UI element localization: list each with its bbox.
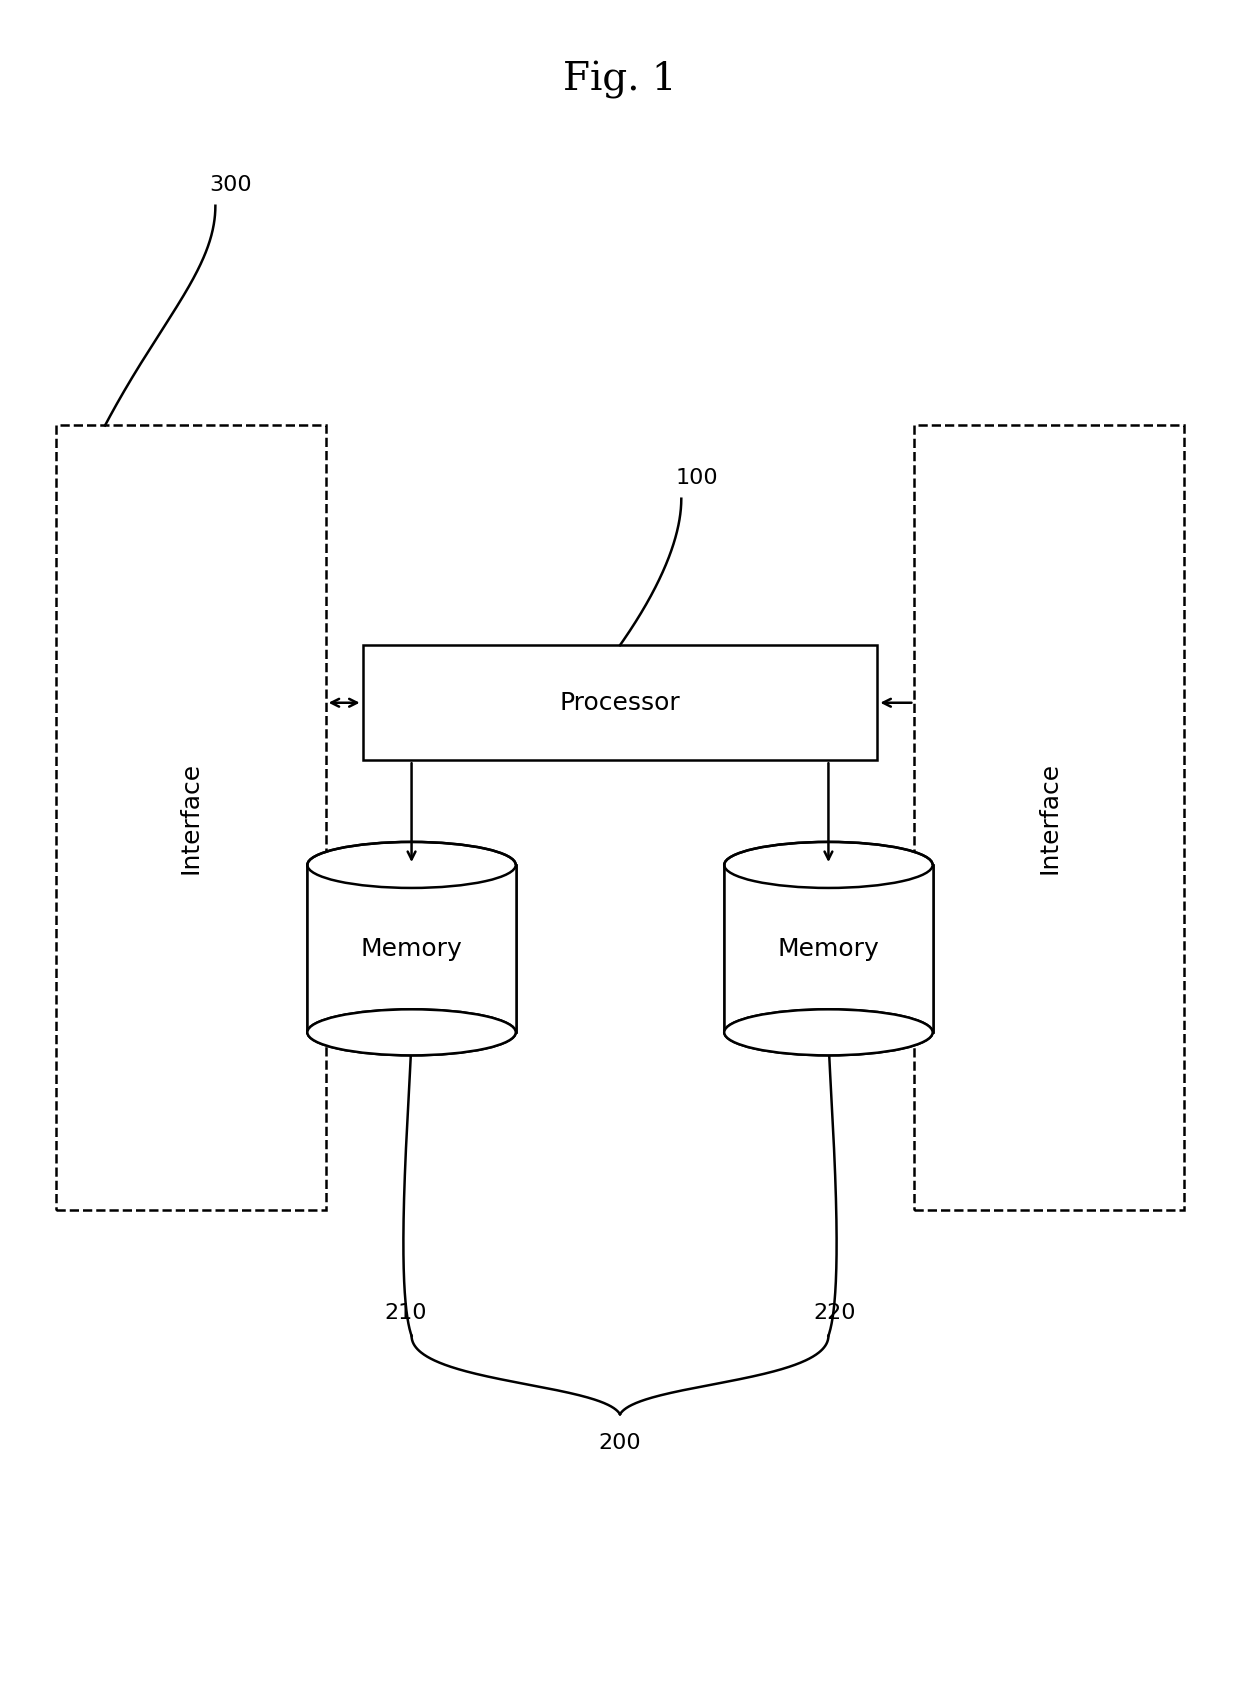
Bar [56,425,326,1210]
Text: Processor: Processor [559,690,681,714]
Ellipse shape [308,1009,516,1055]
Text: 300: 300 [210,176,252,194]
Bar [308,864,516,1033]
Text: Interface: Interface [1037,761,1061,874]
Text: Memory: Memory [361,937,463,960]
Text: Fig. 1: Fig. 1 [563,61,677,100]
Ellipse shape [724,1009,932,1055]
Bar [362,645,878,760]
Text: 100: 100 [675,468,718,488]
Ellipse shape [724,842,932,888]
Ellipse shape [724,1009,932,1055]
Ellipse shape [308,842,516,888]
Text: Memory: Memory [777,937,879,960]
Bar [724,864,932,1033]
Bar [914,425,1184,1210]
Text: 220: 220 [813,1303,856,1323]
Text: 200: 200 [599,1433,641,1453]
Text: 210: 210 [384,1303,427,1323]
Ellipse shape [308,1009,516,1055]
Text: Interface: Interface [179,761,203,874]
